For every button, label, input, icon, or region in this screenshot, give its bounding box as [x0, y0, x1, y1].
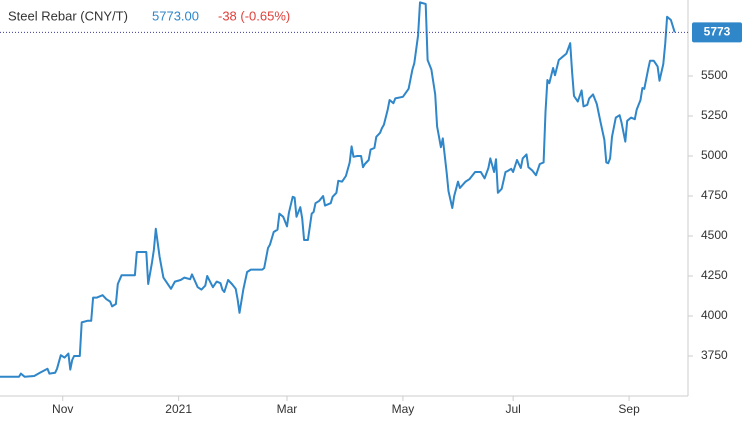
y-tick-label: 5250 [701, 108, 728, 122]
x-tick-label: 2021 [165, 402, 192, 416]
x-tick-label: Mar [277, 402, 298, 416]
price: 5773.00 [152, 8, 199, 23]
y-tick-label: 4750 [701, 188, 728, 202]
last-price-label: 5773 [704, 24, 731, 38]
x-tick-label: Nov [52, 402, 73, 416]
y-tick-label: 3750 [701, 348, 728, 362]
chart-title: Steel Rebar (CNY/T) [8, 8, 128, 23]
x-tick-label: Sep [618, 402, 640, 416]
x-tick-label: May [392, 402, 415, 416]
y-tick-label: 4000 [701, 308, 728, 322]
y-tick-label: 5000 [701, 148, 728, 162]
price-change: -38 (-0.65%) [218, 8, 290, 23]
y-tick-label: 5500 [701, 68, 728, 82]
last-price-box [692, 22, 742, 43]
y-tick-label: 4500 [701, 228, 728, 242]
x-tick-label: Jul [505, 402, 520, 416]
y-tick-label: 4250 [701, 268, 728, 282]
price-line [0, 1, 676, 378]
